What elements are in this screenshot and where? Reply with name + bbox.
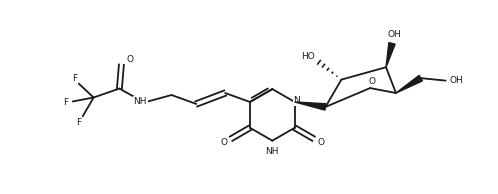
Text: NH: NH	[265, 147, 279, 156]
Text: O: O	[127, 55, 134, 64]
Text: NH: NH	[133, 97, 147, 106]
Polygon shape	[396, 75, 422, 93]
Text: F: F	[63, 98, 68, 107]
Text: O: O	[317, 138, 324, 147]
Text: HO: HO	[301, 52, 315, 61]
Polygon shape	[295, 102, 326, 110]
Text: F: F	[72, 74, 77, 83]
Text: F: F	[76, 118, 81, 127]
Polygon shape	[386, 43, 395, 67]
Text: OH: OH	[387, 30, 401, 39]
Text: N: N	[293, 96, 300, 106]
Text: O: O	[221, 138, 228, 147]
Text: OH: OH	[450, 76, 464, 85]
Text: O: O	[369, 77, 375, 86]
